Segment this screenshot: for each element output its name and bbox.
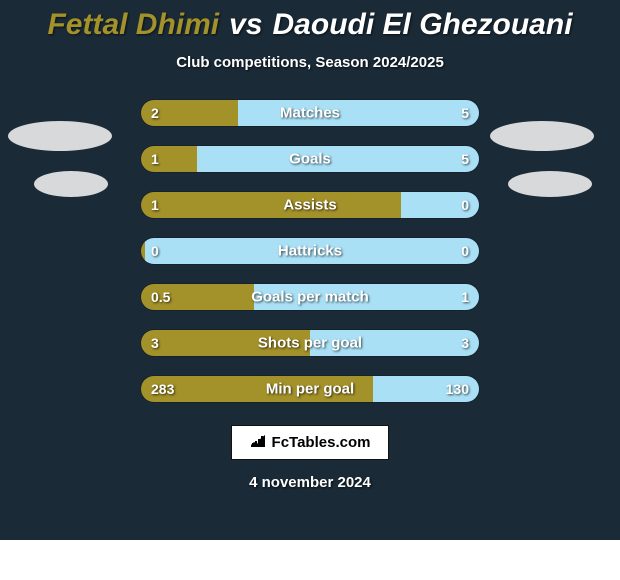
title-player1: Fettal Dhimi bbox=[47, 8, 219, 42]
stat-row: Hattricks 0 0 bbox=[140, 237, 480, 265]
date-text: 4 november 2024 bbox=[249, 474, 371, 491]
chart-area: Matches 2 5 Goals 1 5 Assists 1 0 Hattricks 0 0 Goal… bbox=[0, 99, 620, 403]
stat-row: Min per goal 283 130 bbox=[140, 375, 480, 403]
stat-value-player1: 2 bbox=[151, 105, 159, 121]
stat-label: Shots per goal bbox=[258, 335, 362, 352]
stat-row: Shots per goal 3 3 bbox=[140, 329, 480, 357]
stat-value-player2: 5 bbox=[461, 105, 469, 121]
stat-value-player1: 0.5 bbox=[151, 289, 170, 305]
chart-icon bbox=[250, 432, 266, 453]
stat-row: Goals per match 0.5 1 bbox=[140, 283, 480, 311]
stat-row: Goals 1 5 bbox=[140, 145, 480, 173]
stat-value-player1: 0 bbox=[151, 243, 159, 259]
stat-label: Goals per match bbox=[251, 289, 369, 306]
stat-label: Goals bbox=[289, 151, 331, 168]
stat-value-player1: 283 bbox=[151, 381, 174, 397]
stat-value-player2: 0 bbox=[461, 243, 469, 259]
watermark-badge: FcTables.com bbox=[231, 425, 390, 460]
stat-value-player2: 5 bbox=[461, 151, 469, 167]
decorative-ellipse bbox=[490, 121, 594, 151]
stat-bar-player1 bbox=[141, 146, 197, 172]
stat-row: Assists 1 0 bbox=[140, 191, 480, 219]
title-vs: vs bbox=[229, 8, 262, 42]
stat-value-player2: 130 bbox=[446, 381, 469, 397]
stat-label: Matches bbox=[280, 105, 340, 122]
stat-label: Min per goal bbox=[266, 381, 354, 398]
stat-value-player1: 1 bbox=[151, 197, 159, 213]
infographic-container: Fettal Dhimi vs Daoudi El Ghezouani Club… bbox=[0, 0, 620, 540]
stat-label: Assists bbox=[283, 197, 336, 214]
stat-row: Matches 2 5 bbox=[140, 99, 480, 127]
stat-bar-player2 bbox=[197, 146, 479, 172]
decorative-ellipse bbox=[8, 121, 112, 151]
stat-value-player1: 1 bbox=[151, 151, 159, 167]
watermark-text: FcTables.com bbox=[272, 434, 371, 451]
stat-value-player2: 0 bbox=[461, 197, 469, 213]
stat-bar-player1 bbox=[141, 192, 401, 218]
decorative-ellipse bbox=[34, 171, 108, 197]
subtitle: Club competitions, Season 2024/2025 bbox=[176, 54, 444, 71]
stat-value-player1: 3 bbox=[151, 335, 159, 351]
stat-label: Hattricks bbox=[278, 243, 342, 260]
stat-value-player2: 3 bbox=[461, 335, 469, 351]
stat-bars: Matches 2 5 Goals 1 5 Assists 1 0 Hattricks 0 0 Goal… bbox=[140, 99, 480, 403]
stat-value-player2: 1 bbox=[461, 289, 469, 305]
decorative-ellipse bbox=[508, 171, 592, 197]
title-row: Fettal Dhimi vs Daoudi El Ghezouani bbox=[47, 8, 572, 42]
title-player2: Daoudi El Ghezouani bbox=[273, 8, 573, 42]
stat-bar-player2 bbox=[238, 100, 479, 126]
